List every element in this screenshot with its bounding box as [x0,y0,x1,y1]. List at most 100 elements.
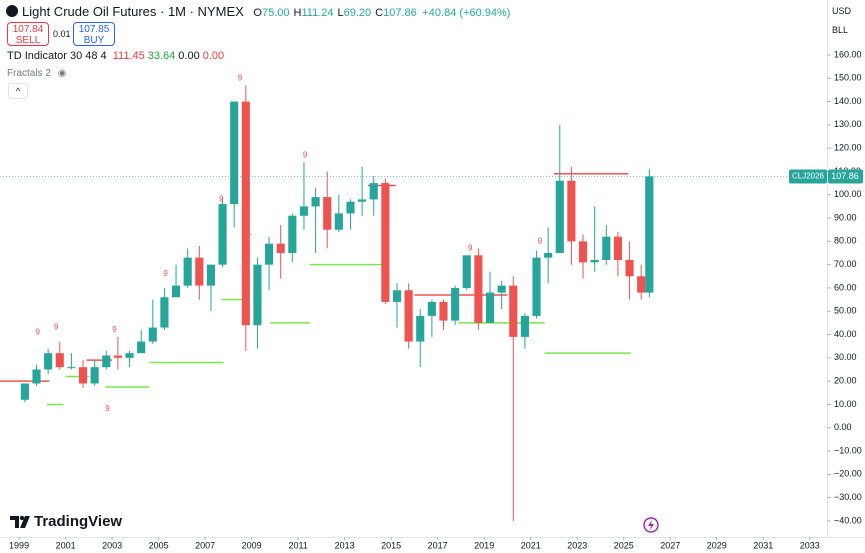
x-tick-label: 2001 [56,540,76,550]
candle-body [241,101,250,326]
candle-body [404,290,413,342]
candle-body [288,215,297,254]
td-label: 9 [54,323,59,332]
y-tick-label: −10.00 [834,445,862,455]
candle-body [497,285,506,293]
icon-ring [643,517,659,533]
x-tick-label: 2003 [102,540,122,550]
indicator-value: 111.45 [112,50,145,62]
candle-body [299,206,309,216]
candle-body [381,183,390,302]
y-tick-label: 140.00 [834,96,862,106]
candle-body [637,276,646,293]
candle-body [206,264,216,286]
x-tick-label: 2021 [521,540,541,550]
candle-body [520,315,529,337]
candle-body [265,243,274,265]
y-tick-label: −20.00 [834,469,862,479]
price-tag-label: 107.86 [831,171,859,181]
y-tick-label: 50.00 [834,306,857,316]
indicator-values: 111.45 33.64 0.00 0.00 [110,50,224,62]
y-tick-label: −40.00 [834,515,862,525]
x-tick-label: 2033 [800,540,820,550]
candle-body [55,353,64,368]
price-tag [828,169,863,184]
tradingview-logo: TradingView [10,513,122,530]
unit[interactable]: BLL [832,25,849,35]
buy-price: 107.85 [78,24,110,35]
lightning-icon [643,517,659,533]
ohlc-key: H [293,7,302,19]
x-tick-label: 2011 [288,540,307,550]
candle-body [555,180,564,254]
td-label: 9 [303,150,308,159]
x-tick-label: 2013 [335,540,355,550]
candle-body [602,236,611,260]
y-tick-label: 130.00 [834,119,862,129]
collapse-button[interactable]: ^ [8,83,28,99]
indicator-fractals: Fractals 2 ◉ [7,68,66,79]
candle-body [148,327,157,342]
candle-body [439,301,448,321]
td-label: 9 [105,404,110,413]
candle-body [509,285,518,337]
y-tick-label: 60.00 [834,282,857,292]
candle-body [171,285,181,298]
ohlc-value: 107.86 [383,7,417,19]
y-tick-label: 20.00 [834,376,857,386]
candle-body [346,201,355,214]
x-tick-label: 2019 [474,540,494,550]
y-tick-label: 160.00 [834,49,862,59]
y-tick-label: 90.00 [834,212,857,222]
ohlc-legend: O75.00 H111.24 L69.20 C107.86 [253,7,416,19]
ohlc-value: 69.20 [343,7,372,19]
y-tick-label: 120.00 [834,143,862,153]
x-tick-label: 2009 [242,540,262,550]
candle-body [125,353,134,358]
candle-body [137,341,146,354]
candle-body [474,255,483,323]
indicator-td: TD Indicator 30 48 4 111.45 33.64 0.00 0.00 [7,50,224,62]
ohlc-value: 111.24 [301,7,334,19]
x-tick-label: 2025 [614,540,634,550]
y-tick-label: 150.00 [834,73,862,83]
y-tick-label: 0.00 [834,422,852,432]
td-label: 9 [35,327,40,336]
candle-body [578,241,588,263]
x-tick-label: 2015 [381,540,401,550]
y-tick-label: 80.00 [834,236,857,246]
sell-button[interactable]: 107.84 SELL [7,22,49,46]
buy-button[interactable]: 107.85 BUY [73,22,115,46]
plot: 9 9 9 9 9 9 9 9 9 9 [0,73,654,521]
candle-body [218,204,227,265]
indicator-value: 33.64 [147,50,176,62]
candle-body [160,297,169,328]
td-label: 9 [219,195,224,204]
y-tick-label: −30.00 [834,492,862,502]
symbol-tag [789,169,827,184]
x-tick-label: 2027 [660,540,680,550]
y-tick-label: 40.00 [834,329,857,339]
candle-body [78,367,88,384]
x-tick-label: 1999 [9,540,29,550]
ohlc-key: L [337,7,344,19]
ohlc-key: C [375,7,384,19]
candle-body [195,257,204,286]
candle-body [485,292,495,323]
y-tick-label: 10.00 [834,399,857,409]
currency[interactable]: USD [832,6,852,16]
logo-icon [10,516,30,528]
y-tick-label: 100.00 [834,189,862,199]
eye-icon[interactable]: ◉ [57,68,67,79]
header: Light Crude Oil Futures · 1M · NYMEX O75… [6,4,510,19]
candle-body [90,367,99,384]
candle-body [544,253,553,258]
candle-body [311,197,320,207]
sell-label: SELL [15,35,41,46]
x-tick-label: 2005 [149,540,169,550]
td-label: 9 [238,73,243,82]
td-label: 9 [538,236,543,245]
icon-bolt [648,520,654,530]
